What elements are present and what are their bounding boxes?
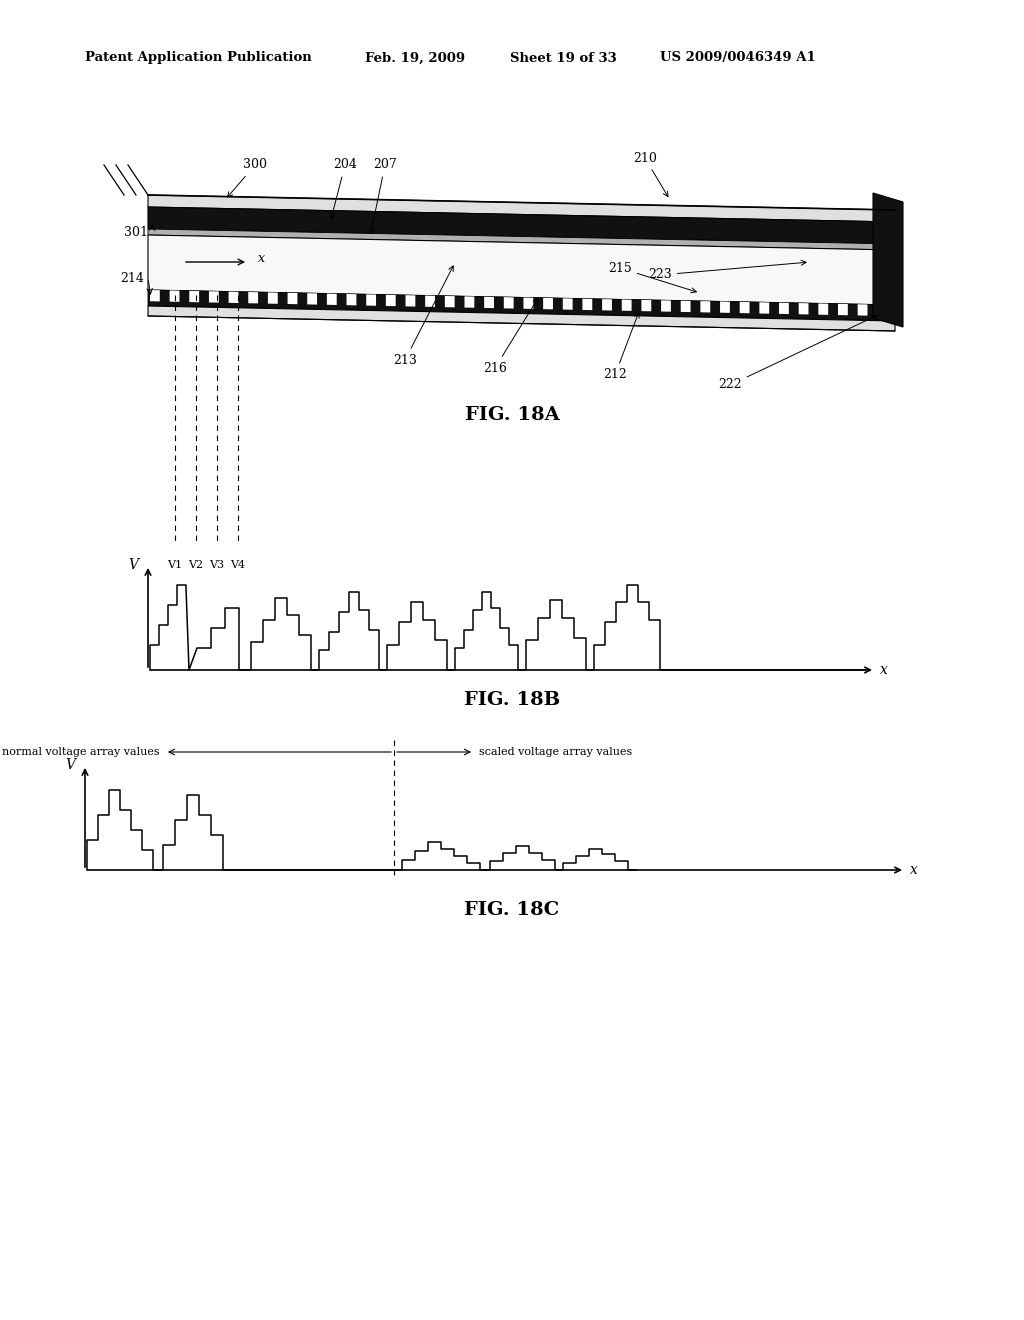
Polygon shape (622, 300, 632, 312)
Text: 215: 215 (608, 261, 696, 293)
Text: V3: V3 (210, 560, 224, 570)
Text: x: x (910, 863, 918, 876)
Polygon shape (367, 294, 376, 306)
Polygon shape (248, 292, 258, 304)
Polygon shape (543, 298, 553, 309)
Polygon shape (444, 296, 455, 308)
Text: 300: 300 (227, 158, 267, 197)
Text: scaled voltage array values: scaled voltage array values (479, 747, 632, 756)
Polygon shape (170, 290, 179, 302)
Text: V4: V4 (230, 560, 246, 570)
Polygon shape (148, 290, 895, 321)
Polygon shape (818, 304, 828, 315)
Polygon shape (873, 193, 903, 327)
Text: 214: 214 (120, 272, 144, 285)
Polygon shape (268, 293, 278, 304)
Polygon shape (838, 304, 848, 315)
Polygon shape (406, 296, 416, 306)
Text: 213: 213 (393, 265, 454, 367)
Polygon shape (189, 290, 199, 302)
Text: FIG. 18B: FIG. 18B (464, 690, 560, 709)
Polygon shape (681, 301, 690, 312)
Polygon shape (700, 301, 711, 313)
Text: 207: 207 (370, 158, 397, 234)
Polygon shape (523, 297, 534, 309)
Polygon shape (739, 302, 750, 313)
Text: V1: V1 (168, 560, 182, 570)
Polygon shape (878, 305, 887, 315)
Text: normal voltage array values: normal voltage array values (2, 747, 160, 756)
Polygon shape (209, 292, 219, 302)
Polygon shape (386, 294, 395, 306)
Text: Patent Application Publication: Patent Application Publication (85, 51, 311, 65)
Polygon shape (288, 293, 297, 304)
Polygon shape (148, 306, 895, 331)
Text: 212: 212 (603, 313, 639, 381)
Text: 222: 222 (718, 315, 877, 392)
Polygon shape (465, 297, 474, 308)
Text: x: x (880, 663, 888, 677)
Polygon shape (583, 298, 592, 310)
Polygon shape (148, 207, 895, 244)
Text: Feb. 19, 2009: Feb. 19, 2009 (365, 51, 465, 65)
Text: FIG. 18A: FIG. 18A (465, 407, 559, 424)
Polygon shape (327, 293, 337, 305)
Polygon shape (504, 297, 514, 309)
Text: 204: 204 (330, 158, 357, 219)
Polygon shape (346, 294, 356, 305)
Text: US 2009/0046349 A1: US 2009/0046349 A1 (660, 51, 816, 65)
Polygon shape (779, 302, 788, 314)
Polygon shape (228, 292, 239, 304)
Text: 210: 210 (633, 152, 668, 197)
Polygon shape (148, 195, 895, 222)
Text: FIG. 18C: FIG. 18C (464, 902, 560, 919)
Polygon shape (662, 301, 671, 312)
Polygon shape (858, 304, 867, 315)
Text: 301: 301 (124, 226, 148, 239)
Polygon shape (641, 300, 651, 312)
Text: Sheet 19 of 33: Sheet 19 of 33 (510, 51, 616, 65)
Polygon shape (720, 301, 730, 313)
Polygon shape (484, 297, 494, 308)
Text: V2: V2 (188, 560, 204, 570)
Polygon shape (799, 304, 809, 314)
Polygon shape (150, 290, 160, 301)
Polygon shape (148, 235, 895, 305)
Polygon shape (425, 296, 435, 308)
Text: 216: 216 (483, 298, 538, 375)
Polygon shape (602, 300, 612, 310)
Text: x: x (258, 252, 265, 265)
Polygon shape (307, 293, 317, 305)
Text: V: V (65, 758, 75, 772)
Polygon shape (563, 298, 572, 310)
Text: 223: 223 (648, 260, 806, 281)
Polygon shape (760, 302, 769, 314)
Polygon shape (148, 228, 895, 249)
Text: V: V (128, 558, 138, 572)
